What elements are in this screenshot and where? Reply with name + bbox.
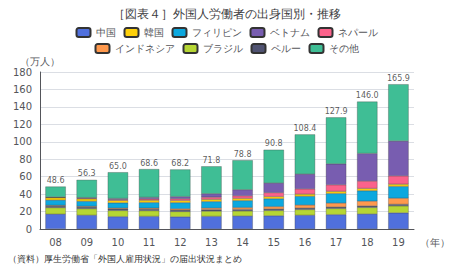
svg-text:17: 17 xyxy=(330,237,343,248)
svg-text:19: 19 xyxy=(392,237,405,248)
svg-text:その他: その他 xyxy=(329,43,359,54)
svg-text:13: 13 xyxy=(205,237,218,248)
svg-text:韓国: 韓国 xyxy=(144,27,164,38)
svg-text:（資料）厚生労働省「外国人雇用状況」の届出状況まとめ: （資料）厚生労働省「外国人雇用状況」の届出状況まとめ xyxy=(8,254,242,264)
svg-text:180: 180 xyxy=(13,67,32,78)
svg-text:08: 08 xyxy=(49,237,62,248)
svg-text:12: 12 xyxy=(174,237,187,248)
svg-text:165.9: 165.9 xyxy=(387,74,410,83)
svg-text:78.8: 78.8 xyxy=(234,150,252,159)
svg-text:56.3: 56.3 xyxy=(78,169,96,178)
svg-text:40: 40 xyxy=(19,189,32,200)
svg-text:68.2: 68.2 xyxy=(171,159,189,168)
svg-text:127.9: 127.9 xyxy=(325,107,348,116)
svg-text:（万人）: （万人） xyxy=(20,56,60,67)
svg-text:ベトナム: ベトナム xyxy=(270,27,310,38)
svg-text:0: 0 xyxy=(26,224,32,235)
svg-text:71.8: 71.8 xyxy=(203,156,221,165)
svg-text:16: 16 xyxy=(299,237,312,248)
svg-text:60: 60 xyxy=(19,171,32,182)
svg-text:108.4: 108.4 xyxy=(293,124,316,133)
svg-text:14: 14 xyxy=(236,237,249,248)
svg-text:10: 10 xyxy=(112,237,125,248)
svg-text:120: 120 xyxy=(13,119,32,130)
svg-text:160: 160 xyxy=(13,84,32,95)
svg-text:ネパール: ネパール xyxy=(338,27,378,38)
svg-text:18: 18 xyxy=(361,237,374,248)
svg-text:11: 11 xyxy=(143,237,156,248)
svg-text:（年）: （年） xyxy=(420,237,450,248)
svg-text:15: 15 xyxy=(267,237,280,248)
svg-text:ペルー: ペルー xyxy=(271,43,301,54)
svg-text:48.6: 48.6 xyxy=(47,176,65,185)
svg-text:100: 100 xyxy=(13,136,32,147)
svg-text:ブラジル: ブラジル xyxy=(203,43,243,54)
svg-text:インドネシア: インドネシア xyxy=(115,43,175,54)
svg-text:80: 80 xyxy=(19,154,32,165)
svg-text:20: 20 xyxy=(19,206,32,217)
svg-text:09: 09 xyxy=(80,237,93,248)
svg-text:［図表４］外国人労働者の出身国別・推移: ［図表４］外国人労働者の出身国別・推移 xyxy=(113,7,341,21)
svg-text:90.8: 90.8 xyxy=(265,139,283,148)
svg-text:中国: 中国 xyxy=(96,27,116,38)
svg-text:フィリピン: フィリピン xyxy=(192,27,242,38)
svg-text:140: 140 xyxy=(13,101,32,112)
svg-text:146.0: 146.0 xyxy=(356,91,379,100)
svg-text:68.6: 68.6 xyxy=(140,159,158,168)
svg-text:65.0: 65.0 xyxy=(109,162,127,171)
